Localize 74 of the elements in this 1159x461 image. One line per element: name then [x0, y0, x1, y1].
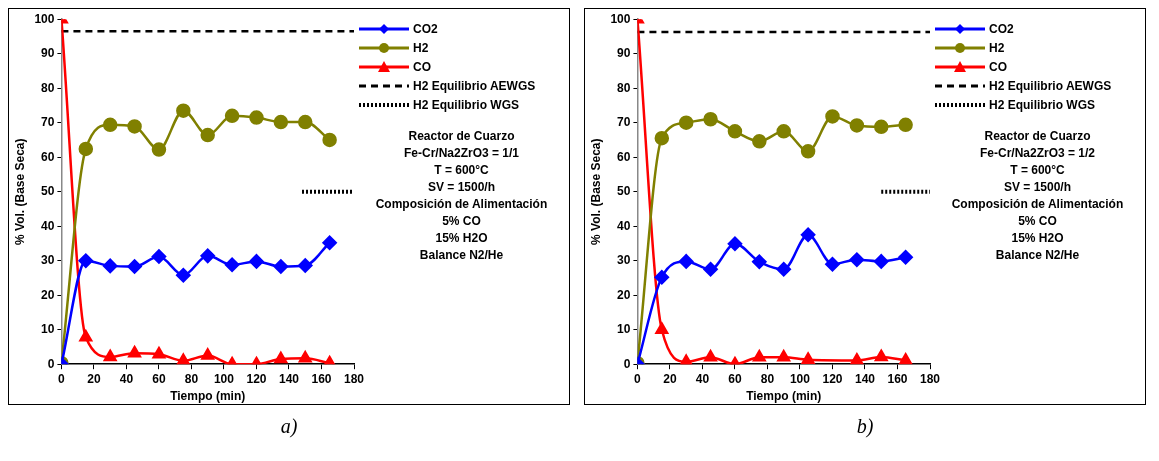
legend-label: CO: [413, 59, 431, 74]
text: Fe-Cr/Na2ZrO3 = 1/1: [402, 145, 521, 162]
x-tick-label: 40: [119, 371, 134, 386]
text: Reactor de Cuarzo: [407, 128, 516, 145]
legend-label: H2: [413, 40, 429, 55]
x-tick-label: 120: [246, 371, 267, 386]
text: Composición de Alimentación: [374, 196, 549, 213]
x-tick-label: 0: [58, 371, 66, 386]
text: 5% CO: [1017, 213, 1058, 230]
x-tick-label: 20: [87, 371, 101, 386]
legend-label: H2 Equilibrio WGS: [413, 97, 520, 112]
y-tick-label: 10: [41, 322, 55, 337]
y-tick-label: 30: [41, 253, 55, 268]
x-tick-label: 140: [278, 371, 300, 386]
x-axis-title: Tiempo (min): [746, 389, 822, 404]
text: SV = 1500/h: [1002, 179, 1072, 196]
y-tick-label: 40: [617, 218, 631, 233]
text: SV = 1500/h: [426, 179, 496, 196]
legend-label: H2 Equilibrio AEWGS: [413, 78, 536, 93]
y-tick-label: 90: [41, 46, 55, 61]
y-tick-label: 90: [617, 46, 631, 61]
y-tick-label: 80: [617, 80, 631, 95]
y-tick-label: 60: [617, 149, 631, 164]
y-tick-label: 30: [617, 253, 631, 268]
y-tick-label: 80: [41, 80, 55, 95]
text: Composición de Alimentación: [950, 196, 1125, 213]
text: 15% H2O: [434, 230, 489, 247]
y-tick-label: 0: [623, 356, 631, 371]
text: a): [279, 415, 299, 438]
y-tick-label: 70: [617, 115, 631, 130]
text: Balance N2/He: [994, 247, 1081, 264]
x-tick-label: 100: [789, 371, 811, 386]
y-tick-label: 100: [34, 11, 55, 26]
x-tick-label: 0: [634, 371, 642, 386]
x-tick-label: 180: [343, 371, 365, 386]
text: 5% CO: [441, 213, 482, 230]
legend-label: H2 Equilibrio AEWGS: [989, 78, 1112, 93]
text: 15% H2O: [1010, 230, 1065, 247]
text: b): [855, 415, 875, 438]
y-axis-title: % Vol. (Base Seca): [12, 138, 27, 245]
y-tick-label: 60: [41, 149, 55, 164]
y-tick-label: 50: [41, 184, 55, 199]
y-tick-label: 20: [41, 287, 55, 302]
y-tick-label: 70: [41, 115, 55, 130]
y-tick-label: 100: [610, 11, 631, 26]
x-tick-label: 60: [152, 371, 166, 386]
x-tick-label: 40: [695, 371, 710, 386]
text: Reactor de Cuarzo: [983, 128, 1092, 145]
x-tick-label: 120: [822, 371, 843, 386]
x-tick-label: 20: [663, 371, 677, 386]
x-tick-label: 60: [728, 371, 742, 386]
x-axis-title: Tiempo (min): [170, 389, 246, 404]
legend-label: H2 Equilibrio WGS: [989, 97, 1096, 112]
x-tick-label: 80: [760, 371, 775, 386]
y-tick-label: 10: [617, 322, 631, 337]
legend-label: CO2: [413, 21, 438, 36]
x-tick-label: 80: [184, 371, 199, 386]
y-axis-title: % Vol. (Base Seca): [588, 138, 603, 245]
x-tick-label: 140: [854, 371, 876, 386]
x-tick-label: 100: [213, 371, 235, 386]
legend-label: CO2: [989, 21, 1014, 36]
text: T = 600°C: [1009, 162, 1066, 179]
x-tick-label: 180: [919, 371, 941, 386]
x-tick-label: 160: [311, 371, 332, 386]
x-tick-label: 160: [887, 371, 908, 386]
y-tick-label: 20: [617, 287, 631, 302]
text: T = 600°C: [433, 162, 490, 179]
y-tick-label: 0: [47, 356, 55, 371]
legend-label: H2: [989, 40, 1005, 55]
legend-label: CO: [989, 59, 1007, 74]
y-tick-label: 40: [41, 218, 55, 233]
text: Balance N2/He: [418, 247, 505, 264]
text: Fe-Cr/Na2ZrO3 = 1/2: [978, 145, 1097, 162]
y-tick-label: 50: [617, 184, 631, 199]
